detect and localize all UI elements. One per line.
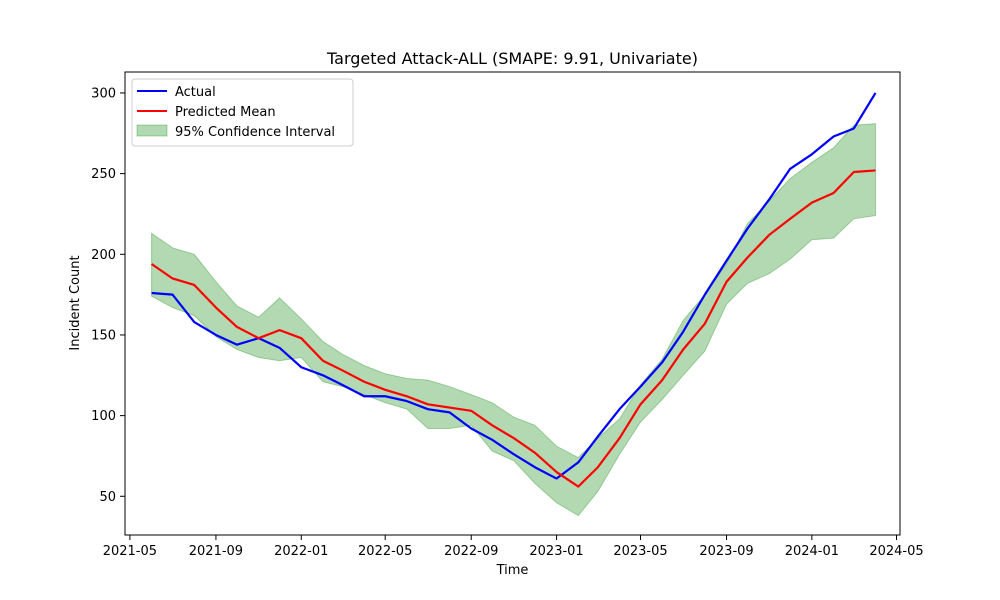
plot-frame [124,71,901,536]
x-tick-label: 2021-05 [103,544,157,559]
legend-label-predicted-mean: Predicted Mean [175,105,276,120]
x-tick-label: 2021-09 [189,544,243,559]
x-tick-label: 2023-09 [699,544,753,559]
y-axis-label: Incident Count [68,255,83,350]
y-tick-label: 100 [91,409,116,424]
y-tick-label: 200 [91,248,116,263]
legend-label-actual: Actual [175,85,216,100]
y-tick-label: 150 [91,328,116,343]
legend-label-confidence-interval: 95% Confidence Interval [175,125,335,140]
x-tick-label: 2022-09 [444,544,498,559]
x-tick-label: 2022-05 [358,544,412,559]
x-tick-label: 2023-01 [529,544,583,559]
series-line-predicted-mean [150,169,876,488]
x-tick-label: 2024-05 [869,544,923,559]
plot-area [150,92,877,517]
x-axis: 2021-05 2021-09 2022-01 2022-05 2022-09 2023-… [103,535,924,559]
y-tick-label: 50 [99,490,116,505]
legend-box [131,78,354,147]
chart-title: Targeted Attack-ALL (SMAPE: 9.91, Univar… [326,49,698,68]
confidence-interval-band [151,123,877,517]
x-axis-label: Time [496,563,529,578]
legend: Actual Predicted Mean 95% Confidence Int… [131,78,354,147]
x-tick-label: 2022-01 [274,544,328,559]
y-tick-label: 250 [91,167,116,182]
y-tick-label: 300 [91,86,116,101]
series-line-actual [151,92,877,480]
x-tick-label: 2023-05 [613,544,667,559]
y-axis: 50 100 150 200 250 300 [91,86,125,505]
x-tick-label: 2024-01 [785,544,839,559]
legend-swatch-confidence-interval [136,124,168,137]
